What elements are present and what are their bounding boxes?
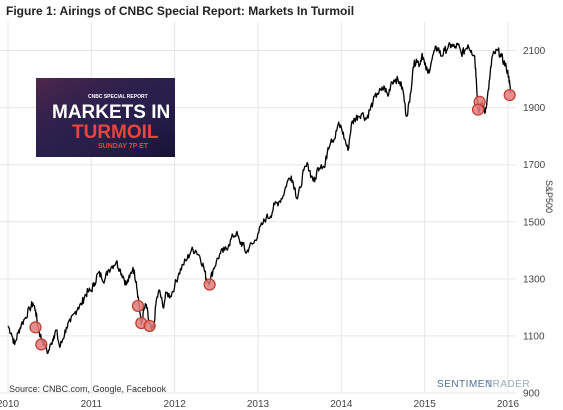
y-tick-label: 1900 (523, 103, 546, 114)
airing-marker (143, 319, 156, 333)
x-tick-label: 2014 (330, 399, 353, 410)
y-tick-label: 1700 (523, 160, 546, 171)
airing-markers (29, 88, 516, 351)
brand-part2: TRADER (486, 379, 530, 390)
markets-in-turmoil-inset: CNBC SPECIAL REPORT MARKETS IN TURMOIL S… (36, 78, 175, 157)
sp500-line (7, 42, 512, 355)
source-note: Source: CNBC.com, Google, Facebook (9, 384, 167, 394)
inset-small-text: CNBC SPECIAL REPORT (88, 94, 148, 100)
brand-part1: SENTIMEN (437, 379, 493, 390)
airing-marker (471, 103, 485, 116)
airing-marker (503, 88, 516, 102)
airing-marker (203, 278, 216, 291)
y-tick-label: 900 (523, 389, 540, 400)
x-tick-label: 2015 (414, 399, 437, 410)
x-tick-label: 2016 (497, 399, 520, 410)
airing-marker (29, 321, 42, 334)
figure-title: Figure 1: Airings of CNBC Special Report… (6, 4, 355, 18)
sentimentrader-logo: SENTIMEN TRADER (437, 379, 530, 390)
x-tick-label: 2011 (81, 399, 103, 410)
y-tick-label: 2100 (523, 46, 546, 57)
y-tick-label: 1500 (523, 217, 546, 228)
y-tick-labels: 900 1100 1300 1500 1700 1900 2100 (523, 46, 546, 399)
inset-line2: TURMOIL (72, 122, 159, 143)
inset-line1: MARKETS IN (52, 102, 170, 123)
x-gridlines (7, 22, 509, 393)
x-tick-label: 2010 (0, 399, 20, 410)
x-tick-labels: 2010 2011 2012 2013 2014 2015 2016 (0, 399, 520, 410)
x-tick-label: 2013 (247, 399, 270, 410)
inset-gradient (36, 78, 175, 157)
x-tick-label: 2012 (164, 399, 187, 410)
y-axis-label: S&P500 (544, 180, 554, 213)
airing-marker (131, 299, 145, 313)
airing-marker (35, 338, 48, 351)
inset-line3: SUNDAY 7P ET (98, 143, 149, 150)
y-tick-label: 1300 (523, 274, 546, 285)
y-tick-label: 1100 (523, 331, 545, 342)
